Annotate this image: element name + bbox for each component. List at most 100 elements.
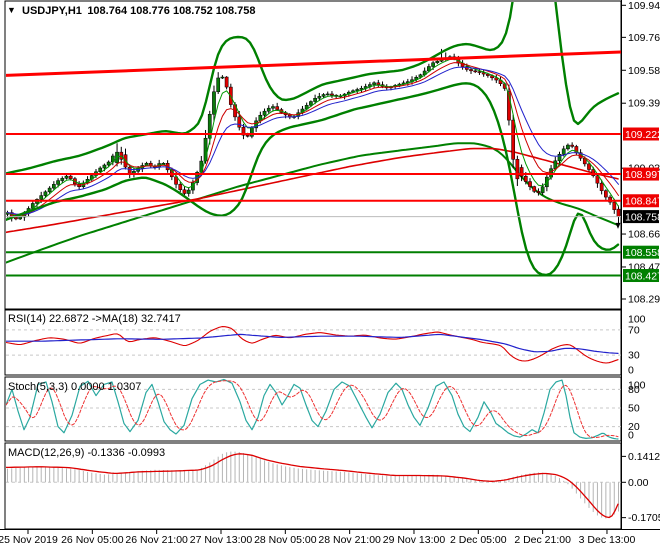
time-label: 26 Nov 21:00	[125, 534, 188, 546]
candle-down	[481, 72, 486, 75]
collapse-chart-button[interactable]: ▼	[7, 5, 16, 15]
candle-up	[266, 107, 271, 112]
price-badge	[623, 167, 659, 181]
candle-down	[570, 144, 574, 147]
candle-up	[427, 66, 431, 72]
candle-down	[494, 77, 499, 81]
candle-down	[532, 186, 537, 192]
candle-down	[224, 76, 229, 88]
candle-down	[68, 175, 73, 179]
price-badge	[623, 245, 659, 259]
levels-layer	[5, 50, 621, 277]
candle-up	[98, 167, 103, 172]
candle-up	[313, 98, 317, 102]
trendline[interactable]	[5, 50, 621, 77]
candle-up	[540, 186, 545, 193]
time-label: 2 Dec 05:00	[450, 534, 507, 546]
candle-down	[599, 182, 604, 191]
rsi-scale-label: 0	[628, 365, 634, 377]
macd-panel[interactable]	[6, 451, 621, 519]
stoch-scale-label: 0	[628, 430, 634, 442]
candle-down	[587, 163, 591, 170]
candle-down	[604, 190, 608, 198]
time-axis[interactable]: 25 Nov 2019 26 Nov 05:00 26 Nov 21:00 27 No…	[0, 529, 660, 547]
candle-down	[477, 71, 482, 73]
time-label: 29 Nov 13:00	[383, 534, 446, 546]
candle-up	[220, 76, 225, 79]
price-axis[interactable]: 109.945109.765109.580109.395109.030108.6…	[621, 0, 660, 530]
candle-up	[418, 74, 423, 78]
time-label: 2 Dec 21:00	[514, 534, 571, 546]
candle-up	[254, 120, 258, 129]
price-badge-label: 108.427	[625, 270, 660, 282]
candle-down	[523, 175, 528, 182]
candle-up	[250, 127, 254, 137]
price-badge	[623, 194, 659, 208]
candle-down	[536, 191, 541, 193]
candle-up	[43, 191, 48, 196]
candle-up	[271, 106, 275, 109]
sell-arrow-icon	[615, 222, 621, 229]
down-arrow-icon	[615, 222, 621, 229]
candle-down	[595, 175, 600, 184]
candle-up	[56, 180, 60, 185]
candle-down	[330, 93, 334, 96]
candle-up	[435, 61, 440, 64]
candle-up	[52, 184, 56, 189]
time-label: 28 Nov 05:00	[254, 534, 317, 546]
price-badge	[623, 269, 659, 283]
main-price-panel[interactable]	[5, 0, 621, 277]
candle-up	[102, 164, 107, 169]
rsi-scale-label: 30	[628, 350, 640, 362]
candle-up	[309, 101, 313, 106]
time-label: 3 Dec 13:00	[579, 534, 636, 546]
macd-scale-label: -0.1705	[628, 512, 660, 524]
rsi-label: RSI(14) 22.6872 ->MA(18) 32.7417	[8, 313, 181, 325]
stoch-scale-label: 50	[628, 403, 640, 415]
ohlc-values-label: 108.764 108.776 108.752 108.758	[87, 5, 255, 17]
price-tick-label: 109.765	[628, 32, 660, 44]
candle-down	[528, 181, 532, 187]
candle-up	[18, 216, 22, 220]
price-tick-label: 109.395	[628, 98, 660, 110]
candle-up	[317, 96, 322, 99]
candle-down	[486, 73, 490, 76]
price-badge-label: 108.758	[625, 211, 660, 223]
stochastic-panel[interactable]	[6, 378, 621, 440]
candle-up	[106, 161, 111, 166]
candle-down	[469, 69, 473, 72]
stoch-label: Stoch(5,3,3) 0.0000 1.0307	[8, 381, 141, 393]
rsi-scale-label: 70	[628, 324, 640, 336]
price-badge-label: 108.558	[625, 247, 660, 259]
macd-scale-label: 0.1412	[628, 451, 660, 463]
candle-up	[199, 160, 204, 173]
candle-up	[207, 114, 212, 139]
price-tick-label: 109.580	[628, 65, 660, 77]
candle-up	[557, 154, 562, 162]
candle-up	[368, 84, 372, 87]
candles-layer	[6, 48, 621, 224]
time-label: 28 Nov 21:00	[318, 534, 381, 546]
price-badge	[623, 210, 659, 224]
candle-down	[507, 91, 511, 121]
price-tick-label: 108.660	[628, 229, 660, 241]
fast-ma-layer	[7, 58, 619, 218]
candle-up	[47, 187, 52, 193]
candle-down	[241, 126, 246, 136]
rsi-panel[interactable]	[6, 326, 621, 364]
candle-up	[359, 87, 364, 90]
candle-down	[519, 167, 524, 177]
candle-down	[275, 106, 280, 110]
macd-label: MACD(12,26,9) -0.1336 -0.0993	[8, 447, 165, 459]
candle-down	[376, 82, 381, 85]
candle-up	[372, 82, 376, 85]
candle-up	[431, 62, 435, 67]
time-label: 26 Nov 05:00	[61, 534, 124, 546]
price-tick-label: 109.945	[628, 0, 660, 12]
candle-down	[245, 134, 250, 137]
candle-down	[511, 119, 516, 160]
candle-up	[351, 90, 355, 93]
time-label: 27 Nov 13:00	[190, 534, 253, 546]
